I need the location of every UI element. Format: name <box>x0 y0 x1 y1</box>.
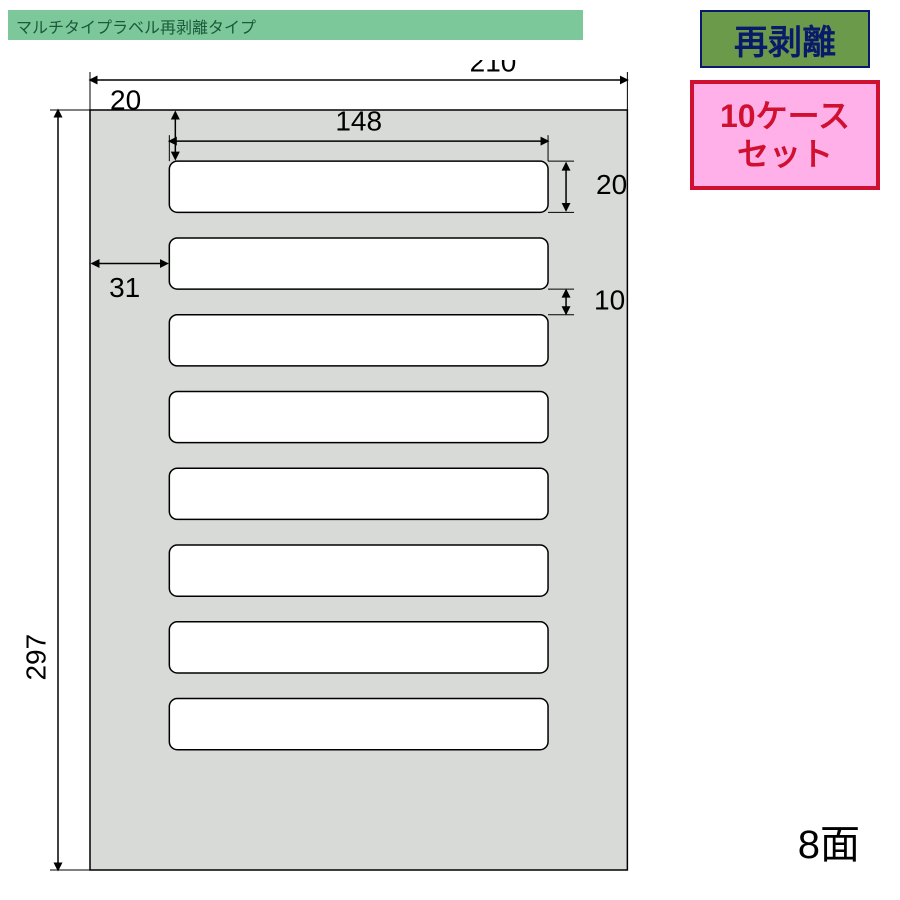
header-bar: マルチタイプラベル再剥離タイプ <box>8 10 583 40</box>
svg-text:148: 148 <box>335 106 382 137</box>
svg-text:210: 210 <box>470 60 517 77</box>
svg-text:10: 10 <box>594 284 625 315</box>
svg-text:20: 20 <box>596 169 627 200</box>
dimension-diagram: 210 20 148 20 31 10 297 <box>10 60 690 890</box>
svg-text:20: 20 <box>110 84 141 115</box>
badge-set: 10ケース セット <box>690 80 880 190</box>
svg-text:297: 297 <box>20 634 51 681</box>
svg-text:31: 31 <box>109 272 140 303</box>
badge-set-line2: セット <box>737 135 833 173</box>
face-count-label: 8面 <box>798 812 860 870</box>
badge-rerelease: 再剥離 <box>700 10 870 68</box>
badge-set-line1: 10ケース <box>720 97 850 135</box>
